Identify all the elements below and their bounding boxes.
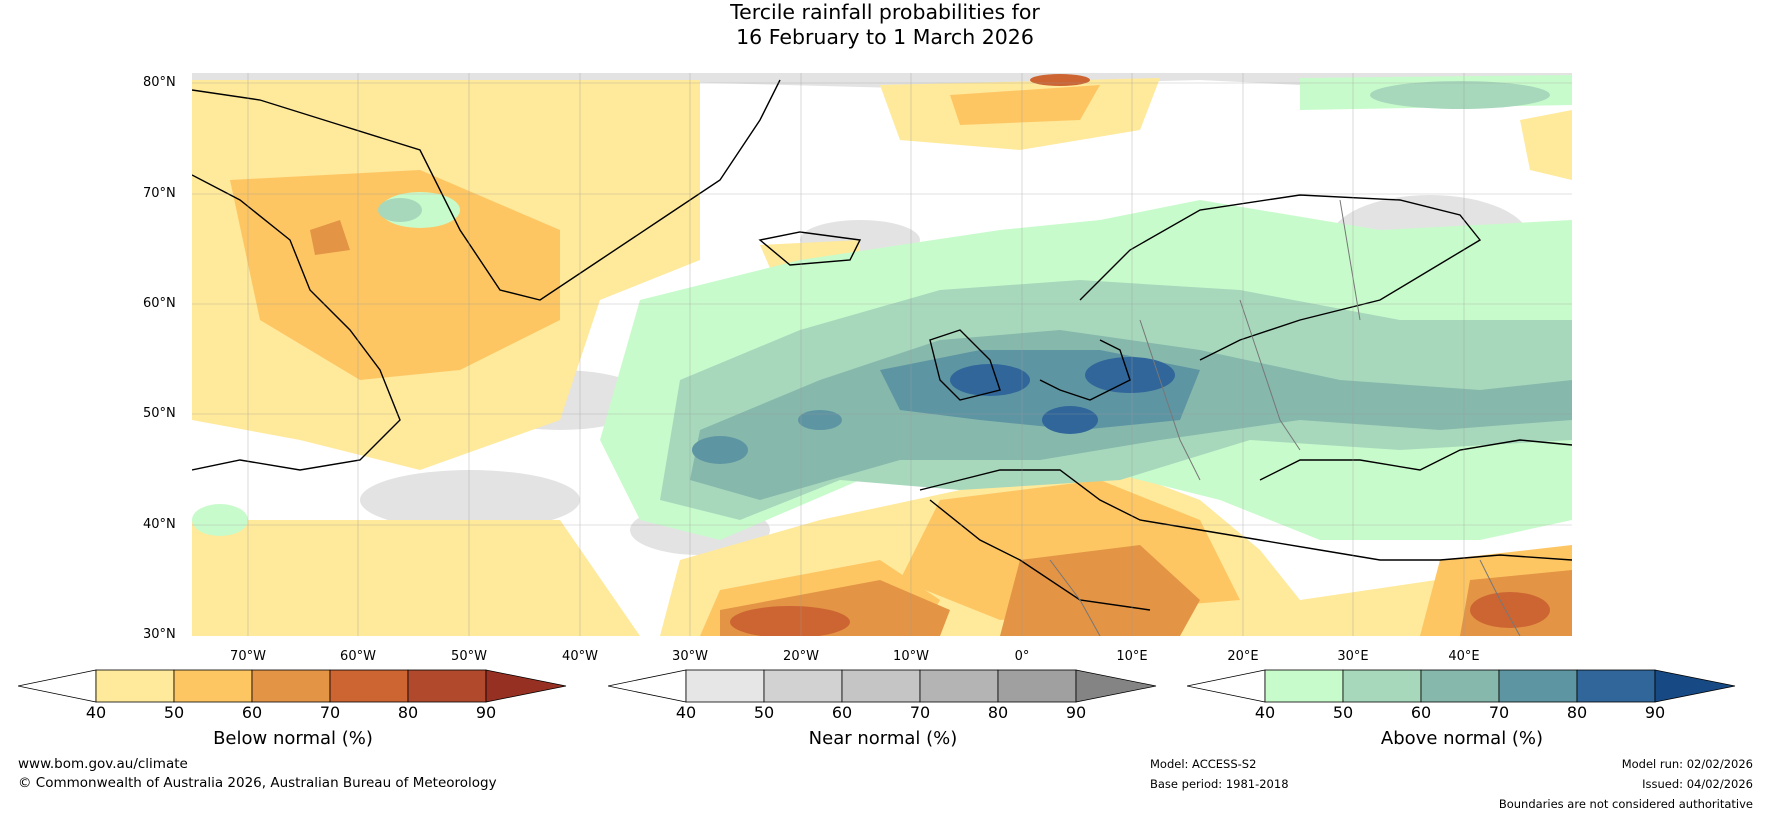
cbar-below-seg-1: [95, 669, 175, 703]
footer-url: www.bom.gov.au/climate: [18, 756, 188, 772]
lon-label-50w: 50°W: [451, 649, 487, 664]
footer-model: Model: ACCESS-S2: [1150, 757, 1257, 771]
cbar-below-seg-0: [18, 669, 97, 703]
footer-copyright: © Commonwealth of Australia 2026, Austra…: [18, 775, 497, 791]
cbar-below-seg-3: [251, 669, 331, 703]
lon-label-30e: 30°E: [1337, 649, 1369, 664]
cbar-below-seg-5: [407, 669, 487, 703]
lon-label-0: 0°: [1014, 649, 1030, 664]
colorbar-below-normal: [18, 669, 567, 703]
cbar-below-tick: 50: [163, 703, 185, 722]
cbar-near-tick: 70: [909, 703, 931, 722]
cbar-below-seg-6: [485, 669, 567, 703]
cbar-below-tick: 80: [397, 703, 419, 722]
above-normal-extreme: [950, 357, 1175, 434]
lat-label-80n: 80°N: [143, 75, 176, 90]
cbar-above-seg-0: [1187, 669, 1266, 703]
lon-label-10e: 10°E: [1116, 649, 1148, 664]
lon-label-40e: 40°E: [1448, 649, 1480, 664]
cbar-below-tick: 60: [241, 703, 263, 722]
cbar-above-tick: 70: [1488, 703, 1510, 722]
cbar-above-seg-5: [1576, 669, 1656, 703]
lon-label-10w: 10°W: [893, 649, 929, 664]
cbar-near-tick: 50: [753, 703, 775, 722]
cbar-above-seg-4: [1498, 669, 1578, 703]
footer-issued: Issued: 04/02/2026: [1642, 777, 1753, 791]
cbar-near-seg-0: [608, 669, 687, 703]
cbar-near-seg-4: [919, 669, 999, 703]
coastlines: [192, 79, 1572, 611]
cbar-above-tick: 50: [1332, 703, 1354, 722]
cbar-above-tick: 40: [1254, 703, 1276, 722]
lat-label-40n: 40°N: [143, 517, 176, 532]
cbar-near-tick: 80: [987, 703, 1009, 722]
lon-label-70w: 70°W: [230, 649, 266, 664]
lat-label-50n: 50°N: [143, 406, 176, 421]
cbar-near-seg-5: [997, 669, 1077, 703]
graticule: [192, 73, 1572, 636]
cbar-near-seg-2: [763, 669, 843, 703]
title-line-1: Tercile rainfall probabilities for: [730, 0, 1040, 24]
colorbar-near-normal: [608, 669, 1157, 703]
lon-label-40w: 40°W: [562, 649, 598, 664]
lon-label-20e: 20°E: [1227, 649, 1259, 664]
cbar-near-seg-6: [1075, 669, 1157, 703]
lat-label-60n: 60°N: [143, 296, 176, 311]
title-line-2: 16 February to 1 March 2026: [736, 25, 1034, 49]
cbar-above-tick: 90: [1644, 703, 1666, 722]
cbar-above-title: Above normal (%): [1380, 728, 1544, 749]
cbar-near-seg-3: [841, 669, 921, 703]
footer-base-period: Base period: 1981-2018: [1150, 777, 1289, 791]
lat-label-70n: 70°N: [143, 186, 176, 201]
lon-label-30w: 30°W: [672, 649, 708, 664]
cbar-above-tick: 80: [1566, 703, 1588, 722]
cbar-near-title: Near normal (%): [808, 728, 958, 749]
footer-model-run: Model run: 02/02/2026: [1621, 757, 1753, 771]
cbar-above-seg-2: [1342, 669, 1422, 703]
cbar-below-tick: 70: [319, 703, 341, 722]
borders: [1049, 199, 1521, 636]
colorbar-above-normal: [1187, 669, 1736, 703]
cbar-below-title: Below normal (%): [213, 728, 373, 749]
footer-disclaimer: Boundaries are not considered authoritat…: [1498, 797, 1753, 811]
cbar-below-tick: 40: [85, 703, 107, 722]
cbar-above-tick: 60: [1410, 703, 1432, 722]
cbar-near-tick: 60: [831, 703, 853, 722]
lon-label-60w: 60°W: [340, 649, 376, 664]
cbar-below-seg-4: [329, 669, 409, 703]
lon-label-20w: 20°W: [783, 649, 819, 664]
map-title: Tercile rainfall probabilities for 16 Fe…: [0, 0, 1770, 50]
cbar-above-seg-6: [1654, 669, 1736, 703]
cbar-near-seg-1: [685, 669, 765, 703]
cbar-below-seg-2: [173, 669, 253, 703]
cbar-above-seg-3: [1420, 669, 1500, 703]
cbar-below-tick: 90: [475, 703, 497, 722]
cbar-above-seg-1: [1264, 669, 1344, 703]
cbar-near-tick: 40: [675, 703, 697, 722]
cbar-near-tick: 90: [1065, 703, 1087, 722]
lat-label-30n: 30°N: [143, 627, 176, 642]
